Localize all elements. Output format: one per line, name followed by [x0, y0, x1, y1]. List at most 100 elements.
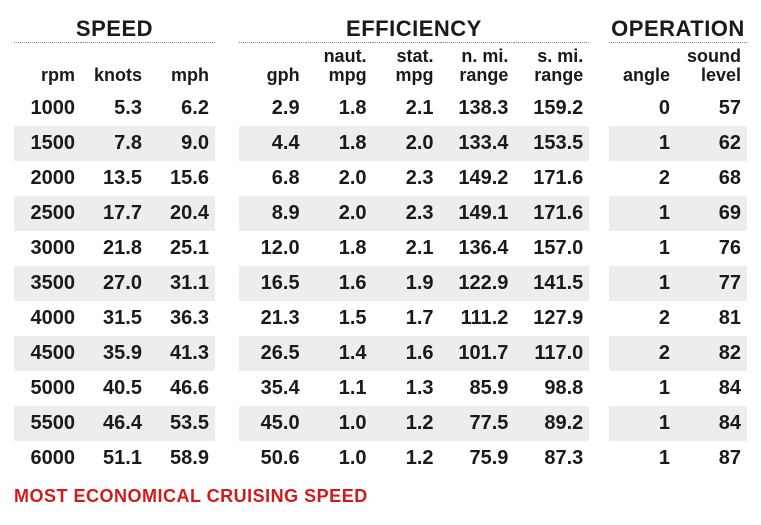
cell-srange: 159.2	[514, 91, 589, 126]
cell-gph: 4.4	[239, 126, 306, 161]
cell-gph: 26.5	[239, 336, 306, 371]
cell-sound: 57	[676, 91, 747, 126]
cell-knots: 21.8	[81, 231, 148, 266]
cell-rpm: 6000	[14, 441, 81, 476]
cell-srange: 171.6	[514, 161, 589, 196]
cell-srange: 98.8	[514, 371, 589, 406]
cell-nrange: 149.1	[440, 196, 515, 231]
table-row: 10005.36.22.91.82.1138.3159.2057	[14, 91, 747, 126]
cell-nrange: 77.5	[440, 406, 515, 441]
table-row: 200013.515.66.82.02.3149.2171.6268	[14, 161, 747, 196]
cell-nrange: 136.4	[440, 231, 515, 266]
cell-srange: 171.6	[514, 196, 589, 231]
cell-gph: 8.9	[239, 196, 306, 231]
cell-nmpg: 1.4	[306, 336, 373, 371]
cell-mph: 41.3	[148, 336, 215, 371]
cell-nmpg: 1.8	[306, 126, 373, 161]
cell-angle: 1	[609, 441, 676, 476]
cell-srange: 117.0	[514, 336, 589, 371]
cell-smpg: 2.1	[373, 231, 440, 266]
cell-rpm: 1500	[14, 126, 81, 161]
cell-nrange: 101.7	[440, 336, 515, 371]
cell-smpg: 1.6	[373, 336, 440, 371]
col-rpm: rpm	[14, 43, 81, 91]
cell-nmpg: 1.8	[306, 231, 373, 266]
cell-mph: 31.1	[148, 266, 215, 301]
cell-srange: 87.3	[514, 441, 589, 476]
cell-sound: 77	[676, 266, 747, 301]
cell-srange: 127.9	[514, 301, 589, 336]
cell-nrange: 133.4	[440, 126, 515, 161]
cell-knots: 27.0	[81, 266, 148, 301]
cell-nrange: 122.9	[440, 266, 515, 301]
cell-smpg: 2.3	[373, 161, 440, 196]
table-row: 550046.453.545.01.01.277.589.2184	[14, 406, 747, 441]
group-efficiency: EFFICIENCY	[239, 18, 590, 43]
cell-knots: 5.3	[81, 91, 148, 126]
cell-srange: 141.5	[514, 266, 589, 301]
col-nrange: n. mi.range	[440, 43, 515, 91]
cell-nmpg: 1.6	[306, 266, 373, 301]
cell-mph: 58.9	[148, 441, 215, 476]
cell-nrange: 111.2	[440, 301, 515, 336]
cell-mph: 53.5	[148, 406, 215, 441]
cell-srange: 153.5	[514, 126, 589, 161]
cell-angle: 1	[609, 266, 676, 301]
cell-angle: 2	[609, 161, 676, 196]
cell-knots: 40.5	[81, 371, 148, 406]
cell-gph: 6.8	[239, 161, 306, 196]
cell-mph: 46.6	[148, 371, 215, 406]
table-row: 300021.825.112.01.82.1136.4157.0176	[14, 231, 747, 266]
cell-nmpg: 1.5	[306, 301, 373, 336]
cell-rpm: 3000	[14, 231, 81, 266]
cell-knots: 13.5	[81, 161, 148, 196]
cell-mph: 20.4	[148, 196, 215, 231]
table-row: 500040.546.635.41.11.385.998.8184	[14, 371, 747, 406]
cell-angle: 1	[609, 196, 676, 231]
cell-knots: 7.8	[81, 126, 148, 161]
cell-sound: 82	[676, 336, 747, 371]
cell-knots: 17.7	[81, 196, 148, 231]
group-speed: SPEED	[14, 18, 215, 43]
cell-nrange: 75.9	[440, 441, 515, 476]
cell-gph: 16.5	[239, 266, 306, 301]
cell-sound: 87	[676, 441, 747, 476]
cell-gph: 21.3	[239, 301, 306, 336]
cell-smpg: 1.7	[373, 301, 440, 336]
cell-mph: 6.2	[148, 91, 215, 126]
cell-sound: 76	[676, 231, 747, 266]
col-sound: soundlevel	[676, 43, 747, 91]
cell-smpg: 2.3	[373, 196, 440, 231]
cell-angle: 1	[609, 371, 676, 406]
col-nmpg: naut.mpg	[306, 43, 373, 91]
cell-knots: 46.4	[81, 406, 148, 441]
column-header-row: rpm knots mph gph naut.mpg stat.mpg n. m…	[14, 43, 747, 91]
table-row: 250017.720.4 8.92.02.3149.1171.6 169	[14, 196, 747, 231]
cell-gph: 50.6	[239, 441, 306, 476]
cell-nmpg: 2.0	[306, 196, 373, 231]
cell-rpm: 5500	[14, 406, 81, 441]
cell-knots: 51.1	[81, 441, 148, 476]
performance-table: SPEED EFFICIENCY OPERATION rpm knots mph…	[14, 18, 747, 476]
cell-rpm: 5000	[14, 371, 81, 406]
cell-rpm: 1000	[14, 91, 81, 126]
cell-sound: 84	[676, 406, 747, 441]
cell-sound: 84	[676, 371, 747, 406]
cell-gph: 2.9	[239, 91, 306, 126]
table-row: 15007.89.04.41.82.0133.4153.5162	[14, 126, 747, 161]
cell-gph: 45.0	[239, 406, 306, 441]
table-row: 600051.158.950.61.01.275.987.3187	[14, 441, 747, 476]
cell-rpm: 2000	[14, 161, 81, 196]
cell-nrange: 85.9	[440, 371, 515, 406]
cell-srange: 89.2	[514, 406, 589, 441]
col-knots: knots	[81, 43, 148, 91]
cell-sound: 68	[676, 161, 747, 196]
cell-nmpg: 1.0	[306, 441, 373, 476]
cell-sound: 69	[676, 196, 747, 231]
cell-angle: 1	[609, 126, 676, 161]
cell-rpm: 2500	[14, 196, 81, 231]
cell-smpg: 1.2	[373, 406, 440, 441]
cell-rpm: 4500	[14, 336, 81, 371]
cell-nmpg: 1.1	[306, 371, 373, 406]
group-header-row: SPEED EFFICIENCY OPERATION	[14, 18, 747, 43]
